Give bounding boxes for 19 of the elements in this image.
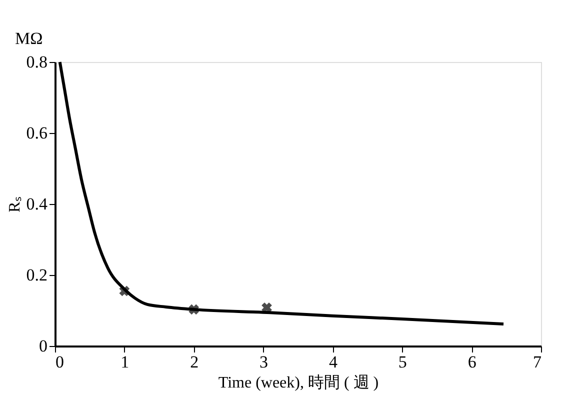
text: MΩ — [15, 29, 43, 48]
point — [119, 286, 130, 296]
y-tick-label: 0.8 — [26, 52, 48, 72]
x-tick-label: 6 — [468, 352, 476, 372]
x-tick-label: 5 — [398, 352, 407, 372]
x-tick-label: 3 — [260, 352, 268, 372]
point — [262, 302, 272, 313]
y-tick-label: 0.6 — [26, 124, 48, 142]
y-tick-label: 0.2 — [26, 266, 48, 284]
y-tick-label: 0.4 — [26, 194, 48, 214]
x-tick-label: 4 — [328, 352, 338, 372]
x-axis-title: Time (week), 時間 ( 週 ) — [218, 374, 379, 392]
x-tick-label: 1 — [120, 352, 130, 372]
y-axis-title: Rₛ — [6, 196, 24, 212]
x-tick-label: 0 — [56, 352, 64, 372]
point — [188, 304, 200, 315]
x-tick-label: 2 — [190, 352, 199, 372]
x-tick-label: 7 — [533, 352, 542, 372]
y-tick-label: 0 — [39, 336, 48, 356]
